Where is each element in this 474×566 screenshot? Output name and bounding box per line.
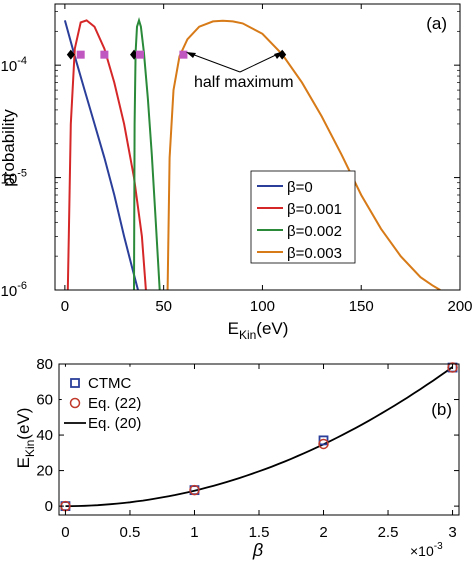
panel-b-x-ticks: 0 0.5 1 1.5 2 2.5 3 <box>61 364 457 541</box>
y-tick-label: 20 <box>36 463 53 480</box>
panel-a-label: (a) <box>426 14 447 33</box>
y-tick-label: 10-4 <box>1 55 27 75</box>
panel-a-x-label: EKin(eV) <box>228 319 289 342</box>
eq22-marker <box>318 438 329 450</box>
y-tick-label: 10-5 <box>1 168 27 188</box>
series-line-2 <box>133 17 161 290</box>
panel-b-y-ticks: 0 20 40 60 80 <box>36 356 459 515</box>
annotation-arrows <box>186 51 284 73</box>
legend-entry: Eq. (22) <box>88 395 141 412</box>
panel-a-x-ticks: 0 50 100 150 200 <box>61 4 473 315</box>
half-max-square <box>76 50 85 59</box>
panel-b-x-multiplier: ×10-3 <box>410 541 443 559</box>
panel-b-legend: CTMC Eq. (22) Eq. (20) <box>61 366 155 433</box>
x-tick-label: 2.5 <box>378 524 399 541</box>
x-tick-label: 1.5 <box>249 524 270 541</box>
y-tick-label: 0 <box>45 498 53 515</box>
legend-swatch <box>69 397 81 409</box>
x-tick-label: 0 <box>61 298 69 315</box>
y-tick-label: 60 <box>36 392 53 409</box>
panel-b-x-label: β <box>252 540 263 560</box>
eq22-marker <box>447 362 458 373</box>
x-tick-label: 100 <box>250 298 275 315</box>
x-tick-label: 3 <box>448 524 456 541</box>
panel-b-y-label: EKin(eV) <box>14 408 37 469</box>
half-max-square <box>100 50 109 59</box>
panel-a-markers <box>66 49 287 60</box>
half-max-diamond <box>66 49 75 60</box>
half-max-square <box>135 50 144 59</box>
x-tick-label: 150 <box>349 298 374 315</box>
y-tick-label: 10-6 <box>1 280 27 300</box>
legend-entry: CTMC <box>88 375 131 392</box>
panel-a-y-ticks: 10-6 10-5 10-4 <box>1 11 460 300</box>
y-tick-label: 40 <box>36 427 53 444</box>
panel-b-curve <box>65 366 454 507</box>
x-tick-label: 200 <box>447 298 472 315</box>
panel-a-curves <box>63 17 441 290</box>
x-tick-label: 2 <box>319 524 327 541</box>
ctmc-marker <box>318 435 329 446</box>
panel-a-frame <box>54 3 461 291</box>
x-tick-label: 0.5 <box>120 524 141 541</box>
half-maximum-annotation: half maximum <box>194 74 294 91</box>
x-tick-label: 1 <box>190 524 198 541</box>
panel-a: 0 50 100 150 200 10-6 10-5 10-4 (a) half maxim… <box>0 3 473 342</box>
legend-swatch <box>70 378 80 388</box>
legend-entry: Eq. (20) <box>88 415 141 432</box>
eq22-marker <box>189 484 200 496</box>
x-tick-label: 0 <box>61 524 69 541</box>
panel-b: 0 0.5 1 1.5 2 2.5 3 0 20 40 60 80 (b) EKin(eV) β ×… <box>14 356 460 560</box>
panel-a-y-label: probability <box>0 109 18 187</box>
panel-a-legend: β=0 β=0.001 β=0.002 β=0.003 <box>250 170 356 264</box>
series-line-0 <box>63 20 139 290</box>
legend-entry: β=0 <box>287 179 313 196</box>
legend-entry: β=0.002 <box>287 223 342 240</box>
legend-entry: β=0.003 <box>287 245 342 262</box>
x-tick-label: 50 <box>155 298 172 315</box>
series-line-3 <box>166 19 441 290</box>
legend-entry: β=0.001 <box>287 201 342 218</box>
panel-b-label: (b) <box>431 400 452 419</box>
eq20-line <box>65 366 454 507</box>
half-max-square <box>179 50 188 59</box>
y-tick-label: 80 <box>36 356 53 373</box>
